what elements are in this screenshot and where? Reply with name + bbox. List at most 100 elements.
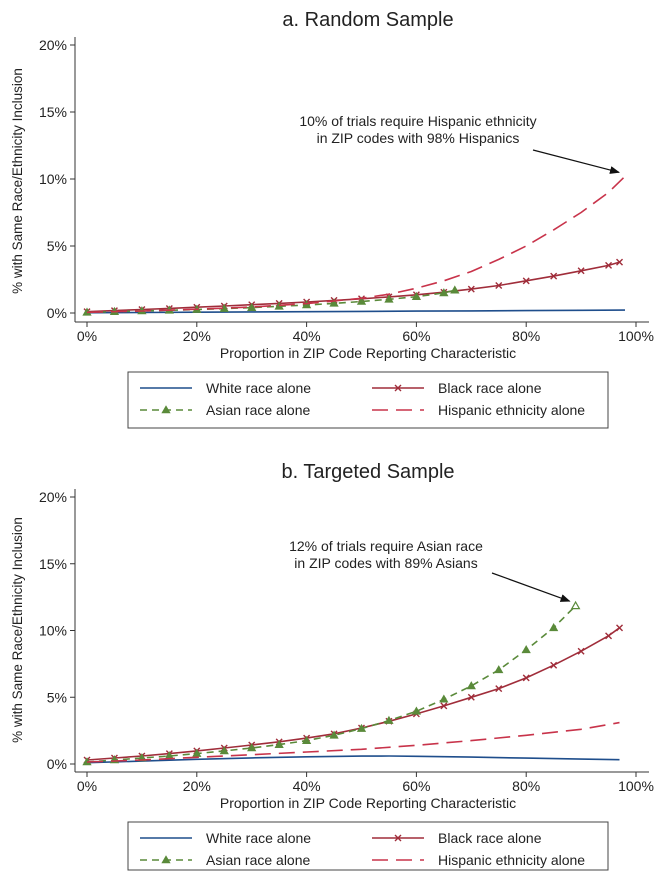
x-marker [550, 661, 558, 669]
legend-label: Asian race alone [206, 852, 311, 868]
x-tick-label: 20% [183, 328, 211, 344]
x-marker [605, 632, 613, 640]
legend-label: Black race alone [438, 380, 542, 396]
triangle-marker [384, 294, 394, 303]
legend-item: Asian race alone [140, 402, 311, 418]
triangle-marker [494, 665, 504, 674]
x-tick-label: 80% [512, 778, 540, 794]
series-hispanic-ethnicity-alone [86, 175, 626, 314]
legend-item: Black race alone [372, 380, 542, 396]
x-marker [467, 693, 475, 701]
legend-item: Black race alone [372, 830, 542, 846]
y-tick-label: 5% [47, 238, 67, 254]
legend-label: White race alone [206, 380, 311, 396]
triangle-marker [329, 730, 339, 739]
y-tick-label: 15% [39, 556, 67, 572]
legend-box [127, 821, 609, 871]
triangle-marker [356, 723, 367, 732]
y-axis-label: % with Same Race/Ethnicity Inclusion [10, 68, 25, 294]
x-marker [577, 647, 585, 655]
y-tick-label: 15% [39, 104, 67, 120]
plot-area [82, 175, 626, 316]
triangle-marker [219, 746, 229, 755]
x-marker [467, 285, 475, 293]
triangle-marker [411, 706, 422, 715]
y-tick-label: 5% [47, 689, 67, 705]
series-white-race-alone [86, 755, 620, 764]
x-tick-label: 40% [293, 328, 321, 344]
panel-targeted-sample: b. Targeted Sample % with Same Race/Ethn… [10, 461, 654, 871]
x-marker [616, 624, 624, 632]
series-line [86, 261, 620, 313]
x-axis-label: Proportion in ZIP Code Reporting Charact… [220, 345, 516, 361]
x-tick-label: 80% [512, 328, 540, 344]
x-marker [495, 685, 503, 693]
plot-area [82, 600, 624, 766]
x-marker [394, 834, 402, 842]
x-tick-label: 20% [183, 778, 211, 794]
triangle-marker [356, 296, 367, 305]
triangle-marker [161, 405, 171, 414]
panel-random-sample: a. Random Sample % with Same Race/Ethnic… [10, 9, 654, 429]
panel-title: b. Targeted Sample [281, 461, 454, 483]
series-black-race-alone [83, 258, 624, 316]
annotation: 10% of trials require Hispanic ethnicity… [299, 113, 620, 174]
y-tick-label: 20% [39, 37, 67, 53]
legend: White race alone Black race alone Asian ra… [127, 371, 609, 429]
annotation-line-2: in ZIP codes with 89% Asians [294, 555, 477, 571]
legend: White race alone Black race alone Asian ra… [127, 821, 609, 871]
triangle-marker [161, 855, 171, 864]
triangle-marker [439, 288, 449, 297]
x-marker [577, 267, 585, 275]
series-hispanic-ethnicity-alone [86, 721, 620, 763]
series-line [86, 175, 626, 314]
x-tick-label: 0% [77, 778, 97, 794]
x-tick-label: 60% [402, 778, 430, 794]
x-marker [605, 261, 613, 269]
legend-label: Black race alone [438, 830, 542, 846]
x-marker [522, 277, 530, 285]
x-tick-label: 100% [618, 328, 654, 344]
triangle-marker [384, 715, 394, 724]
triangle-marker [466, 681, 476, 690]
legend-label: Hispanic ethnicity alone [438, 402, 585, 418]
panel-title: a. Random Sample [282, 9, 453, 31]
y-tick-label: 10% [39, 623, 67, 639]
triangle-marker [247, 302, 257, 311]
legend-label: Hispanic ethnicity alone [438, 852, 585, 868]
y-tick-label: 0% [47, 756, 67, 772]
series-line [86, 721, 620, 763]
y-axis-label: % with Same Race/Ethnicity Inclusion [10, 517, 25, 743]
triangle-marker [521, 645, 531, 654]
annotation: 12% of trials require Asian race in ZIP … [289, 538, 571, 602]
legend-label: Asian race alone [206, 402, 311, 418]
annotation-line-2: in ZIP codes with 98% Hispanics [317, 130, 520, 146]
triangle-marker [301, 735, 312, 744]
x-tick-label: 0% [77, 328, 97, 344]
series-line [86, 309, 626, 314]
x-tick-label: 40% [293, 778, 321, 794]
axis-ticks: 0% 5% 10% 15% 20% 0% 20% 40% 60% 80% 100% [39, 489, 654, 794]
legend-label: White race alone [206, 830, 311, 846]
legend-item: White race alone [140, 380, 311, 396]
triangle-marker [439, 694, 449, 703]
series-line [86, 627, 620, 761]
y-tick-label: 0% [47, 305, 67, 321]
x-marker [495, 282, 503, 290]
legend-item: Hispanic ethnicity alone [372, 852, 585, 868]
x-marker [550, 272, 558, 280]
y-tick-label: 10% [39, 171, 67, 187]
x-marker [440, 702, 448, 710]
y-tick-label: 20% [39, 489, 67, 505]
series-asian-race-alone [82, 600, 581, 766]
x-axis-label: Proportion in ZIP Code Reporting Charact… [220, 795, 516, 811]
annotation-line-1: 12% of trials require Asian race [289, 538, 483, 554]
axis-ticks: 0% 5% 10% 15% 20% 0% 20% 40% 60% 80% 100% [39, 37, 654, 344]
triangle-marker [570, 600, 581, 610]
x-marker [522, 674, 530, 682]
legend-item: Hispanic ethnicity alone [372, 402, 585, 418]
legend-item: White race alone [140, 830, 311, 846]
x-marker [616, 258, 624, 266]
series-white-race-alone [86, 309, 626, 314]
